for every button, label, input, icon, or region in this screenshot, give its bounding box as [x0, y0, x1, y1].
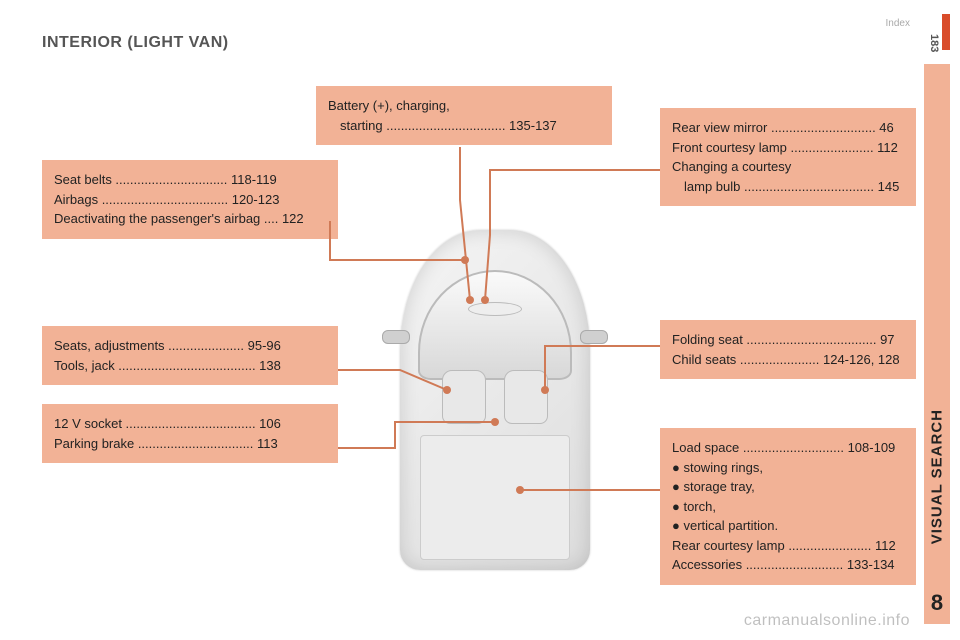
callout-line: Accessories ........................... … [672, 555, 904, 575]
callout-folding: Folding seat ...........................… [660, 320, 916, 379]
callout-line: starting ...............................… [328, 116, 600, 136]
car-mirror-right [580, 330, 608, 344]
watermark: carmanualsonline.info [744, 612, 910, 630]
callout-line: storage tray, [672, 477, 904, 497]
callout-line: 12 V socket ............................… [54, 414, 326, 434]
callout-line: Seats, adjustments .....................… [54, 336, 326, 356]
callout-line: Rear courtesy lamp .....................… [672, 536, 904, 556]
callout-line: Parking brake ..........................… [54, 434, 326, 454]
car-seat-right [504, 370, 548, 424]
callout-line: lamp bulb ..............................… [672, 177, 904, 197]
callout-line: Folding seat ...........................… [672, 330, 904, 350]
callout-line: vertical partition. [672, 516, 904, 536]
callout-line: torch, [672, 497, 904, 517]
callout-line: Changing a courtesy [672, 157, 904, 177]
callout-line: Load space ............................ … [672, 438, 904, 458]
page-root: INTERIOR (LIGHT VAN) Index 183 Battery (… [0, 0, 960, 640]
car-sunvisor [468, 302, 522, 316]
callout-line: stowing rings, [672, 458, 904, 478]
car-load-floor [420, 435, 570, 560]
car-mirror-left [382, 330, 410, 344]
callout-line: Child seats ...................... 124-1… [672, 350, 904, 370]
callout-line: Deactivating the passenger's airbag ....… [54, 209, 326, 229]
callout-line: Battery (+), charging, [328, 96, 600, 116]
callout-line: Seat belts .............................… [54, 170, 326, 190]
page-title: INTERIOR (LIGHT VAN) [42, 34, 229, 52]
callout-line: Front courtesy lamp ....................… [672, 138, 904, 158]
car-seat-left [442, 370, 486, 424]
callout-seats: Seats, adjustments .....................… [42, 326, 338, 385]
callout-line: Airbags ................................… [54, 190, 326, 210]
sidebar-label: VISUAL SEARCH [929, 409, 946, 544]
callout-load: Load space ............................ … [660, 428, 916, 585]
index-label: Index [886, 18, 910, 29]
callout-line: Tools, jack ............................… [54, 356, 326, 376]
callout-line: Rear view mirror .......................… [672, 118, 904, 138]
callout-battery: Battery (+), charging,starting .........… [316, 86, 612, 145]
callout-rear_mirror: Rear view mirror .......................… [660, 108, 916, 206]
page-number: 183 [928, 34, 940, 52]
callout-socket: 12 V socket ............................… [42, 404, 338, 463]
sidebar-accent [942, 14, 950, 50]
chapter-sidebar: VISUAL SEARCH 8 [924, 64, 950, 624]
chapter-number: 8 [924, 590, 950, 616]
sidebar-strip: VISUAL SEARCH 8 [924, 64, 950, 624]
callout-belts: Seat belts .............................… [42, 160, 338, 239]
car-illustration [380, 210, 610, 580]
